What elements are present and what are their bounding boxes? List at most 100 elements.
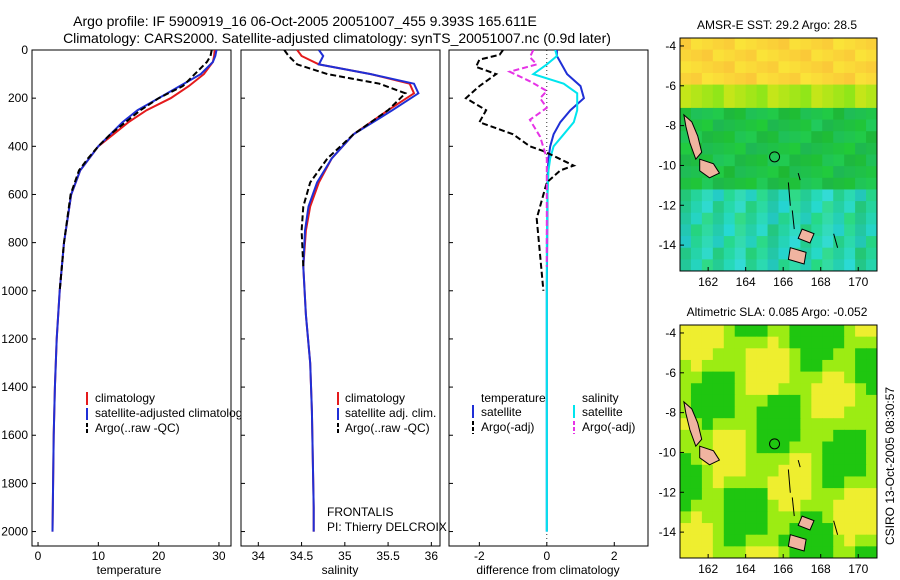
map-cell [680,464,692,477]
island-new-caledonia-icon [787,534,807,552]
legend-label-satellite-adjusted: satellite-adjusted climatology [95,406,248,420]
map-cell [701,394,714,408]
map-cell [855,131,867,144]
map-cell [822,546,834,559]
map-cell [789,61,801,74]
x-tick-label: 36 [425,549,439,563]
y-tick-label: 0 [21,43,28,57]
map-cell [701,418,714,431]
map-cell [690,476,703,489]
map-cell [778,107,790,121]
map-cell [811,177,823,190]
map-cell [723,546,736,559]
map-cell [778,212,790,225]
map-cell [701,212,714,225]
map-cell [778,189,790,202]
legend-label-climatology: climatology [345,391,405,405]
map-cell [690,488,703,501]
map-cell [822,72,834,86]
map-cell [822,166,834,179]
map-cell [844,348,856,361]
map-cell [844,429,856,442]
map-cell [712,236,725,249]
map-cell [778,523,790,536]
map-cell [712,96,725,109]
map-cell [844,359,856,373]
map-cell [778,49,790,62]
legend-label-temperature-satellite: satellite [481,405,522,419]
map-cell [690,464,703,477]
map-cell [833,49,845,62]
map-cell [690,534,703,547]
map-cell [712,38,725,51]
figure-title-line-1: Argo profile: IF 5900919_16 06-Oct-2005 … [73,13,537,29]
map-cell [778,453,790,466]
map-cell [680,38,692,51]
series-line-salinity-argo-adj [506,50,549,267]
map-cell [811,84,823,97]
map-cell [767,394,779,408]
map-x-tick-label: 170 [848,562,868,576]
map-cell [811,534,823,547]
map-cell [745,38,758,51]
map-cell [855,476,867,489]
map-cell [866,177,878,190]
map-cell [844,418,856,431]
map-cell [811,441,823,454]
map-cell [680,371,692,384]
x-tick-label: 0 [35,549,42,563]
map-cell [833,166,845,179]
map-cell [822,464,834,477]
map-cell [855,49,867,62]
map-cell [745,511,758,524]
map-cell [789,488,801,501]
map-cell [756,325,769,338]
map-cell [756,371,769,384]
map-x-tick-label: 170 [848,275,868,289]
map-y-tick-label: -6 [665,366,676,380]
map-cell [789,259,801,272]
map-cell [734,464,747,477]
map-cell [712,348,725,361]
map-cell [789,212,801,225]
map-cell [866,72,878,86]
map-cell [690,166,703,179]
map-cell [701,523,714,536]
map-cell [811,119,823,132]
map-cell [767,348,779,361]
map-cell [690,383,703,396]
map-cell [680,236,692,249]
map-cell [778,119,790,132]
map-cell [745,72,758,86]
map-cell [723,453,736,466]
map-cell [767,38,779,51]
x-tick-label: 34.5 [290,549,314,563]
y-tick-label: 1600 [1,428,28,442]
map-cell [745,546,758,559]
x-tick-label: 35.5 [376,549,400,563]
map-cell [712,406,725,419]
map-y-tick-label: -12 [659,198,677,212]
map-cell [767,453,779,466]
map-cell [844,523,856,536]
map-cell [756,201,769,214]
map-cell [778,166,790,179]
sla-map-panel: Altimetric SLA: 0.085 Argo: -0.052 162 16… [659,305,878,576]
map-cell [800,348,812,361]
map-cell [680,383,692,396]
map-cell [680,131,692,144]
map-cell [789,325,801,338]
map-cell [745,464,758,477]
sst-map-panel: AMSR-E SST: 29.2 Argo: 28.5 162 164 166 168… [659,18,878,289]
map-cell [745,336,758,349]
map-cell [822,371,834,384]
x-tick-label: 20 [152,549,166,563]
map-cell [723,247,736,260]
map-cell [789,166,801,179]
map-cell [844,453,856,466]
map-cell [811,189,823,202]
map-cell [756,488,769,501]
map-cell [833,259,845,272]
map-cell [701,464,714,477]
